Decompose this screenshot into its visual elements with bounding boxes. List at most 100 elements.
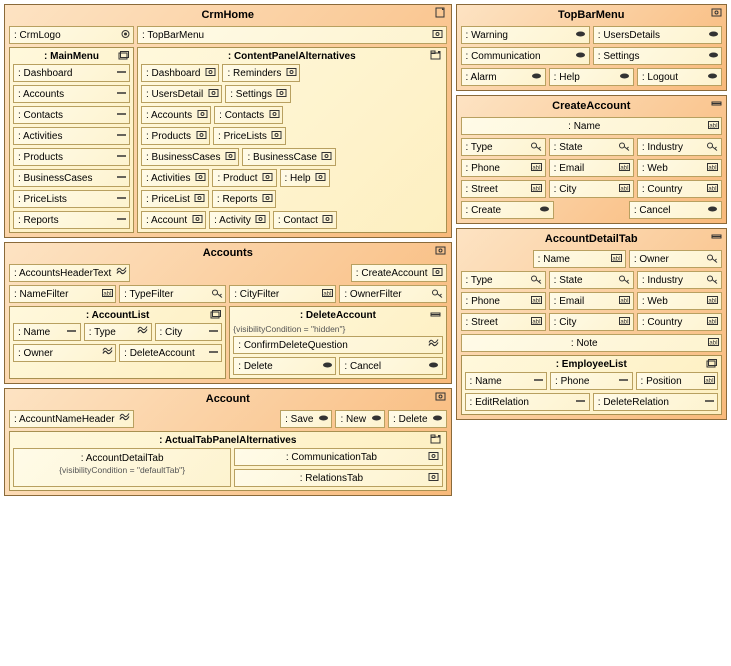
item-label: : Name — [470, 376, 502, 387]
item-label: : Activities — [146, 173, 190, 184]
item-label: : Warning — [466, 30, 508, 41]
item-label: : Contacts — [18, 110, 63, 121]
item-label: : Alarm — [466, 72, 497, 83]
key-icon — [211, 288, 223, 301]
item-label: : DeleteRelation — [598, 397, 669, 408]
line-icon — [207, 347, 219, 360]
item-label: : Owner — [18, 348, 53, 359]
box-icon — [196, 109, 208, 122]
accountlist-title: : AccountList — [13, 310, 222, 323]
box-icon — [321, 151, 333, 164]
diagram-item: : Country — [637, 313, 722, 331]
item-label: : Street — [466, 184, 498, 195]
item-label: : State — [554, 275, 583, 286]
oval-icon — [707, 29, 719, 42]
stack-icon — [704, 358, 718, 370]
diagram-item: : Name — [13, 323, 81, 341]
item-label: : Phone — [555, 376, 589, 387]
item-label: : Cancel — [344, 361, 381, 372]
diagram-item: : Activity — [209, 211, 270, 229]
diagram-item: : City — [549, 313, 634, 331]
item-label: : Position — [641, 376, 682, 387]
item-label: : UsersDetails — [598, 30, 660, 41]
item-label: : Communication — [466, 51, 541, 62]
diagram-item: : Web — [637, 292, 722, 310]
crmlogo-label: : CrmLogo — [14, 30, 61, 41]
diagram-item: : Phone — [461, 292, 546, 310]
line-icon — [115, 130, 127, 143]
box-icon — [276, 88, 288, 101]
abl-icon — [707, 337, 719, 350]
contentpanel-frame: : ContentPanelAlternatives : Dashboard: … — [137, 47, 447, 233]
oval-icon — [707, 204, 719, 217]
topbarmenu-item: : TopBarMenu — [137, 26, 447, 44]
item-label: : City — [160, 327, 183, 338]
topbarmenu-title: TopBarMenu — [460, 8, 723, 24]
oval-icon — [575, 29, 587, 42]
item-label: : Accounts — [18, 89, 64, 100]
diagram-item: : Street — [461, 180, 546, 198]
item-label: : Products — [146, 131, 191, 142]
item-label: : Email — [554, 163, 585, 174]
oval-icon — [317, 413, 329, 426]
wave-icon — [428, 339, 440, 352]
ca-cancel-item: : Cancel — [629, 201, 722, 219]
item-label: : Industry — [642, 142, 683, 153]
box-icon — [261, 193, 273, 206]
diagram-item: : PriceLists — [13, 190, 130, 208]
line-icon — [115, 67, 127, 80]
abl-icon — [707, 316, 719, 329]
item-label: : Help — [285, 173, 311, 184]
item-label: : NameFilter — [14, 289, 68, 300]
item-label: : BusinessCases — [18, 173, 92, 184]
diagram-item: : BusinessCase — [242, 148, 335, 166]
circle-icon — [119, 29, 131, 42]
diagram-item: : Help — [280, 169, 330, 187]
tabs-icon — [429, 434, 443, 446]
diagram-item: : Help — [549, 68, 634, 86]
item-label: : Account — [146, 215, 187, 226]
abl-icon — [531, 183, 543, 196]
diagram-item: : NameFilter — [9, 285, 116, 303]
diagram-item: : BusinessCases — [141, 148, 239, 166]
item-label: : Products — [18, 152, 63, 163]
line-icon — [115, 88, 127, 101]
deleteaccount-note: {visibilityCondition = "hidden"} — [233, 324, 442, 334]
item-label: : Country — [642, 184, 683, 195]
diagram-item: : Settings — [593, 47, 722, 65]
deleteaccount-frame: : DeleteAccount {visibilityCondition = "… — [229, 306, 446, 379]
diagram-item: : Type — [461, 271, 546, 289]
crmhome-title: CrmHome — [8, 8, 448, 24]
diagram-item: : Dashboard — [13, 64, 130, 82]
box-icon — [224, 151, 236, 164]
diagram-item: : Contacts — [214, 106, 283, 124]
box-icon — [255, 214, 267, 227]
contentpanel-title: : ContentPanelAlternatives — [141, 51, 443, 64]
box-icon — [428, 472, 440, 485]
diagram-item: : Settings — [225, 85, 291, 103]
diagram-item: : Delete — [388, 410, 446, 428]
item-label: : Industry — [642, 275, 683, 286]
diagram-item: : Alarm — [461, 68, 546, 86]
key-icon — [707, 253, 719, 266]
diagram-item: : RelationsTab — [234, 469, 442, 487]
diagram-item: : Web — [637, 159, 722, 177]
diagram-item: : Name — [533, 250, 626, 268]
key-icon — [707, 141, 719, 154]
item-label: : Owner — [634, 254, 669, 265]
item-label: : Dashboard — [18, 68, 72, 79]
diagram-item: : Products — [141, 127, 210, 145]
account-frame: Account : AccountNameHeader : Save: New:… — [4, 388, 452, 496]
diagram-item: : Cancel — [339, 357, 442, 375]
line-icon — [618, 375, 630, 388]
wave-icon — [119, 413, 131, 426]
oval-icon — [370, 413, 382, 426]
diagram-item: : Contacts — [13, 106, 130, 124]
item-label: : New — [340, 414, 366, 425]
diagram-item: : CityFilter — [229, 285, 336, 303]
oval-icon — [531, 71, 543, 84]
item-label: : Name — [538, 254, 570, 265]
line-icon — [115, 109, 127, 122]
oval-icon — [432, 413, 444, 426]
abl-icon — [611, 253, 623, 266]
